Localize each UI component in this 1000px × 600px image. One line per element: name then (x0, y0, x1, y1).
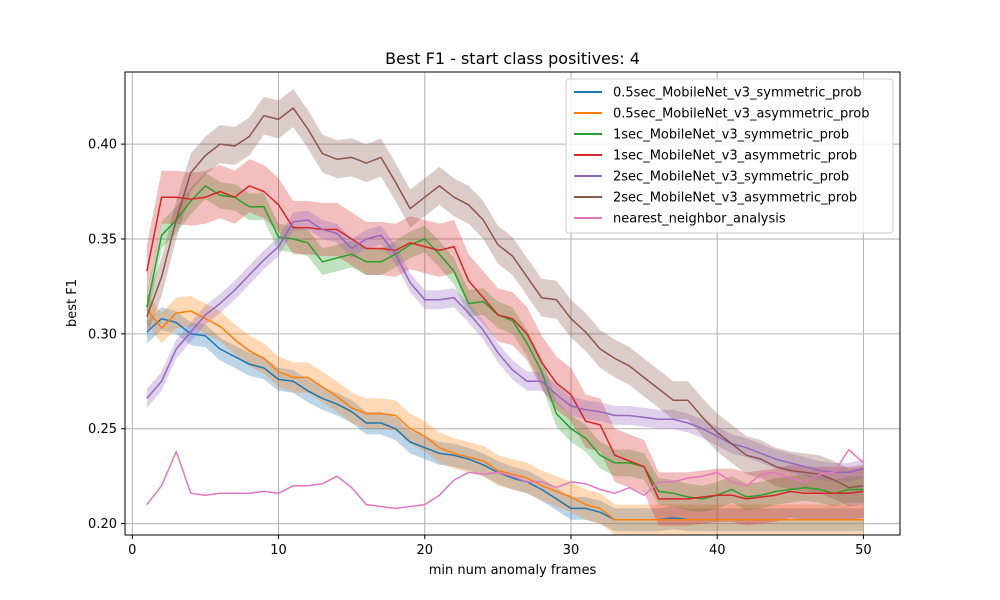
y-tick-label: 0.40 (88, 138, 117, 153)
legend-label-2sec-mobilenet-v3-symmetric-prob: 2sec_MobileNet_v3_symmetric_prob (613, 170, 849, 185)
y-tick-label: 0.30 (88, 327, 117, 342)
band-0-5sec-mobilenet-v3-asymmetric-prob (146, 294, 864, 535)
series-lines (146, 107, 864, 521)
line-nearest-neighbor-analysis (146, 448, 864, 510)
x-tick-label: 10 (270, 543, 287, 558)
x-tick-label: 0 (128, 543, 136, 558)
y-tick-label: 0.20 (88, 517, 117, 532)
x-tick-label: 30 (563, 543, 580, 558)
x-axis-label: min num anomaly frames (429, 563, 597, 578)
line-0-5sec-mobilenet-v3-asymmetric-prob (146, 308, 864, 521)
legend-label-0-5sec-mobilenet-v3-asymmetric-prob: 0.5sec_MobileNet_v3_asymmetric_prob (613, 107, 870, 122)
line-2sec-mobilenet-v3-symmetric-prob (146, 219, 864, 474)
legend-box (565, 78, 894, 234)
legend-label-2sec-mobilenet-v3-asymmetric-prob: 2sec_MobileNet_v3_asymmetric_prob (613, 191, 857, 206)
plot-frame (124, 71, 901, 536)
legend-label-0-5sec-mobilenet-v3-symmetric-prob: 0.5sec_MobileNet_v3_symmetric_prob (613, 86, 862, 101)
band-2sec-mobilenet-v3-asymmetric-prob (146, 89, 864, 507)
band-1sec-mobilenet-v3-symmetric-prob (146, 172, 864, 513)
y-axis-label: best F1 (65, 279, 80, 327)
y-tick-label: 0.35 (88, 232, 117, 247)
line-1sec-mobilenet-v3-asymmetric-prob (146, 185, 864, 500)
line-2sec-mobilenet-v3-asymmetric-prob (146, 107, 864, 489)
band-0-5sec-mobilenet-v3-symmetric-prob (146, 307, 864, 532)
x-tick-label: 50 (855, 543, 872, 558)
confidence-bands (146, 89, 864, 535)
band-1sec-mobilenet-v3-asymmetric-prob (146, 159, 864, 526)
legend-label-nearest-neighbor-analysis: nearest_neighbor_analysis (613, 212, 786, 227)
chart-title: Best F1 - start class positives: 4 (385, 49, 640, 68)
x-tick-label: 40 (709, 543, 726, 558)
legend-label-1sec-mobilenet-v3-asymmetric-prob: 1sec_MobileNet_v3_asymmetric_prob (613, 149, 857, 164)
band-2sec-mobilenet-v3-symmetric-prob (146, 210, 864, 482)
legend: 0.5sec_MobileNet_v3_symmetric_prob 0.5sec… (565, 78, 894, 234)
line-1sec-mobilenet-v3-symmetric-prob (146, 185, 864, 500)
y-tick-label: 0.25 (88, 422, 117, 437)
ticks: 0 10 20 30 40 50 0.20 0.25 0.30 0.35 0.40 (88, 138, 872, 558)
x-tick-label: 20 (416, 543, 433, 558)
legend-label-1sec-mobilenet-v3-symmetric-prob: 1sec_MobileNet_v3_symmetric_prob (613, 128, 849, 143)
